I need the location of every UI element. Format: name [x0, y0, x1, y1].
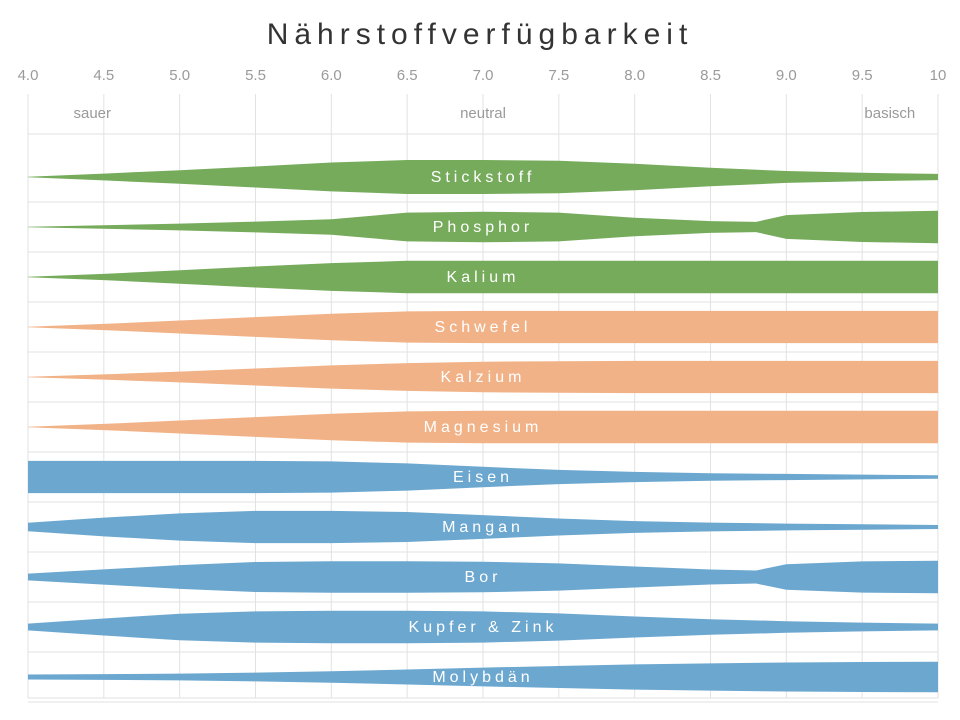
zone-label: sauer: [74, 105, 112, 122]
axis-tick-label: 10: [930, 67, 947, 84]
zone-label: neutral: [460, 105, 506, 122]
axis-tick-label: 4.0: [18, 67, 39, 84]
nutrient-label: Kalium: [447, 269, 520, 286]
axis-tick-label: 5.0: [169, 67, 190, 84]
axis-tick-label: 9.0: [776, 67, 797, 84]
axis-tick-label: 6.0: [321, 67, 342, 84]
axis-tick-label: 8.0: [624, 67, 645, 84]
axis-tick-label: 6.5: [397, 67, 418, 84]
axis-tick-label: 7.5: [548, 67, 569, 84]
axis-tick-label: 7.0: [473, 67, 494, 84]
nutrient-label: Kalzium: [441, 369, 526, 386]
nutrient-availability-chart: 4.0 4.5 5.0 5.5 6.0 6.5 7.0 7.5 8.0 8.5 9.0 9.5 10 sa…: [0, 52, 960, 716]
nutrient-label: Schwefel: [435, 319, 532, 336]
nutrient-label: Stickstoff: [431, 169, 536, 186]
chart-title: Nährstoffverfügbarkeit: [0, 18, 960, 52]
nutrient-label: Molybdän: [432, 669, 533, 686]
chart-container: 4.0 4.5 5.0 5.5 6.0 6.5 7.0 7.5 8.0 8.5 9.0 9.5 10 sa…: [0, 52, 960, 716]
axis-tick-label: 4.5: [93, 67, 114, 84]
axis-tick-label: 8.5: [700, 67, 721, 84]
nutrient-label: Magnesium: [424, 419, 543, 436]
axis-tick-label: 9.5: [852, 67, 873, 84]
zone-label: basisch: [864, 105, 915, 122]
nutrient-label: Bor: [465, 569, 502, 586]
nutrient-label: Phosphor: [433, 219, 534, 236]
nutrient-label: Mangan: [442, 519, 524, 536]
axis-tick-label: 5.5: [245, 67, 266, 84]
nutrient-label: Eisen: [453, 469, 513, 486]
nutrient-label: Kupfer & Zink: [409, 619, 558, 636]
